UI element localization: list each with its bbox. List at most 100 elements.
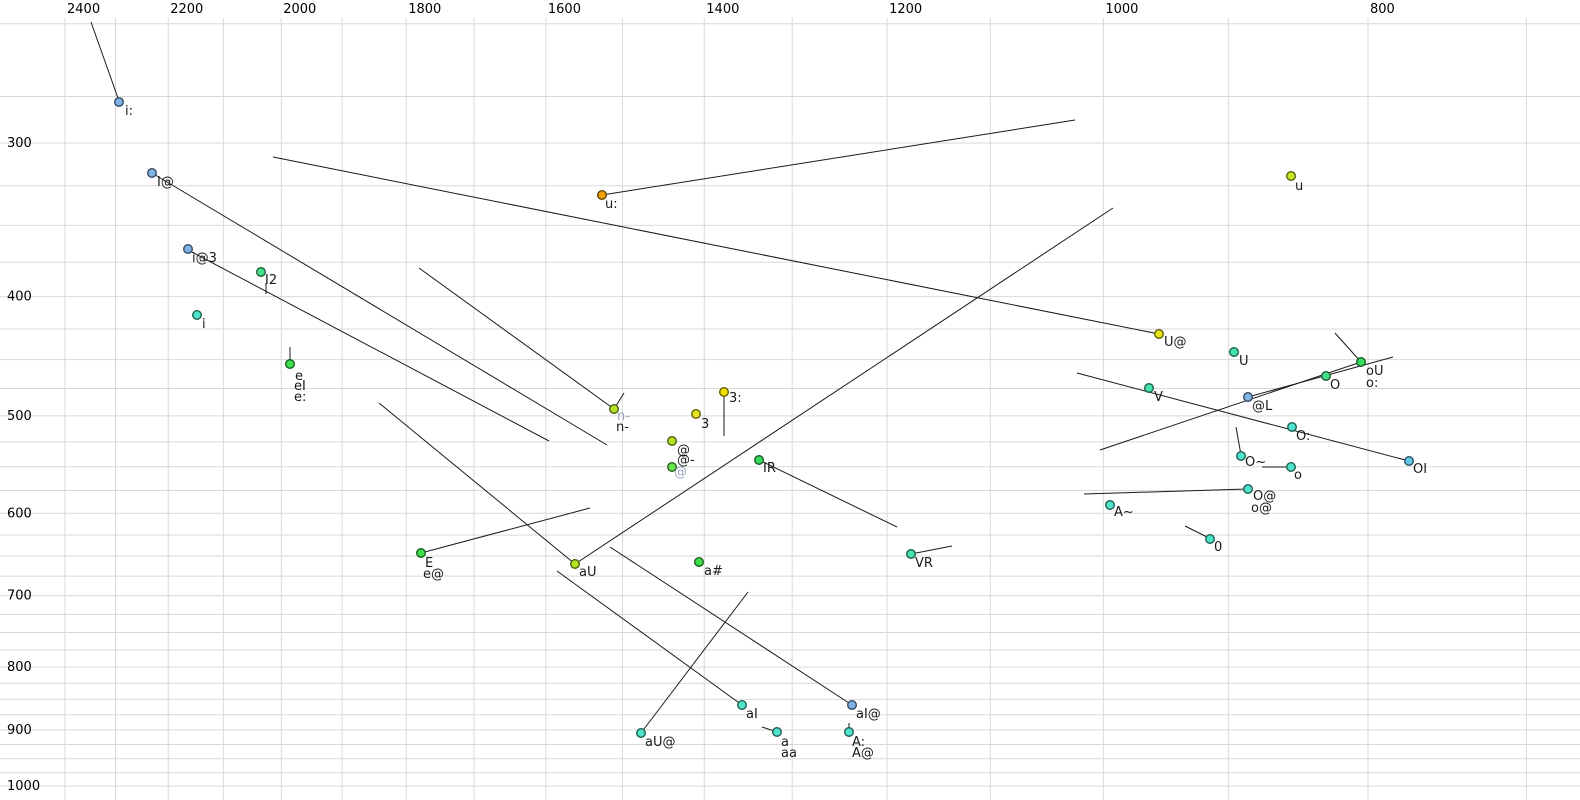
trajectory-line — [1247, 356, 1394, 398]
data-point-O@[interactable] — [1242, 484, 1253, 495]
data-point-a#[interactable] — [694, 557, 705, 568]
data-point-I2[interactable] — [256, 267, 267, 278]
point-label: V — [1154, 390, 1163, 405]
point-label: O~ — [1245, 455, 1266, 470]
point-label: e — [295, 369, 303, 384]
point-label-secondary: @ — [677, 443, 690, 458]
point-label-secondary: e: — [294, 390, 306, 405]
point-label: a# — [704, 564, 723, 579]
data-point-V[interactable] — [1143, 383, 1154, 394]
data-point-O~[interactable] — [1235, 451, 1246, 462]
trajectory-line — [187, 249, 550, 442]
trajectory-line — [1235, 426, 1242, 456]
data-point-aI[interactable] — [737, 700, 748, 711]
point-label: VR — [915, 556, 933, 571]
point-label: @- — [677, 453, 695, 468]
point-label: @ — [674, 465, 687, 480]
data-point-u[interactable] — [1285, 170, 1296, 181]
y-axis-tick-label: 400 — [7, 290, 32, 305]
point-label-secondary: n- — [617, 409, 630, 424]
point-label: U@ — [1164, 335, 1187, 350]
data-point-0[interactable] — [1204, 534, 1215, 545]
data-point-A~[interactable] — [1104, 500, 1115, 511]
point-label: 3 — [701, 417, 709, 432]
x-axis-tick-label: 1400 — [706, 2, 739, 17]
data-point-a[interactable] — [772, 727, 783, 738]
data-point-A:[interactable] — [844, 727, 855, 738]
trajectory-line — [910, 545, 953, 555]
point-label: A: — [852, 735, 865, 750]
data-point-@[interactable] — [667, 462, 678, 473]
point-label-secondary: o: — [1366, 376, 1378, 391]
x-axis-tick-label: 1800 — [408, 2, 441, 17]
data-point-U@[interactable] — [1153, 329, 1164, 340]
data-point-VR[interactable] — [906, 549, 917, 560]
trajectory-line — [420, 507, 591, 554]
point-label: u — [1295, 179, 1303, 194]
data-point-i@3[interactable] — [182, 243, 193, 254]
trajectory-line — [574, 207, 1114, 565]
data-point-IR[interactable] — [754, 455, 765, 466]
point-label: i@3 — [192, 251, 217, 266]
data-point-O[interactable] — [1320, 371, 1331, 382]
y-axis-tick-label: 900 — [7, 723, 32, 738]
x-axis-tick-label: 2000 — [283, 2, 316, 17]
point-label-secondary: eI — [294, 379, 306, 394]
data-point-3[interactable] — [691, 409, 702, 420]
trajectory-line — [601, 119, 1076, 196]
point-label-secondary: A@ — [852, 746, 874, 761]
trajectory-line — [378, 402, 576, 565]
y-axis-tick-label: 800 — [7, 660, 32, 675]
data-point-u:[interactable] — [597, 189, 608, 200]
x-axis-tick-label: 1600 — [548, 2, 581, 17]
data-point-oU[interactable] — [1355, 357, 1366, 368]
trajectory-line — [1083, 488, 1248, 495]
trajectory-line — [1099, 361, 1362, 451]
data-point-I@[interactable] — [146, 167, 157, 178]
trajectory-line — [640, 591, 749, 734]
point-label: oU — [1366, 364, 1383, 379]
data-point-OI[interactable] — [1403, 456, 1414, 467]
point-label: aU — [579, 565, 596, 580]
trajectory-line — [418, 267, 615, 410]
x-axis-tick-label: 1000 — [1105, 2, 1138, 17]
trajectory-line — [1184, 525, 1210, 539]
point-label: O@ — [1253, 489, 1276, 504]
point-label: i: — [125, 104, 133, 119]
data-point-i[interactable] — [191, 310, 202, 321]
data-point-@-[interactable] — [667, 436, 678, 447]
data-point-aI@[interactable] — [847, 700, 858, 711]
point-label: O: — [1296, 429, 1310, 444]
trajectory-line — [90, 21, 120, 102]
y-axis-tick-label: 500 — [7, 409, 32, 424]
point-label: aI — [746, 707, 758, 722]
point-label: O — [1330, 378, 1340, 393]
data-point-3:[interactable] — [719, 387, 730, 398]
point-label-secondary: aa — [781, 746, 797, 761]
y-axis-tick-label: 600 — [7, 506, 32, 521]
x-axis-tick-label: 2400 — [67, 2, 100, 17]
data-point-E[interactable] — [416, 548, 427, 559]
point-label: @L — [1252, 399, 1273, 414]
data-point-aU@[interactable] — [636, 728, 647, 739]
trajectory-line — [1334, 332, 1362, 363]
point-label: E — [425, 556, 433, 571]
data-point-@L[interactable] — [1242, 392, 1253, 403]
data-point-e[interactable] — [285, 359, 296, 370]
data-point-O:[interactable] — [1286, 422, 1297, 433]
trajectory-line — [609, 546, 853, 706]
point-label: 0 — [1214, 540, 1222, 555]
y-axis-tick-label: 700 — [7, 589, 32, 604]
y-axis-tick-label: 300 — [7, 136, 32, 151]
data-point-n-[interactable] — [609, 404, 620, 415]
point-label: U — [1239, 354, 1249, 369]
data-point-aU[interactable] — [570, 559, 581, 570]
point-label: a — [781, 735, 789, 750]
data-point-o[interactable] — [1285, 462, 1296, 473]
point-label: o — [1294, 468, 1302, 483]
data-point-U[interactable] — [1228, 347, 1239, 358]
data-point-i:[interactable] — [113, 96, 124, 107]
point-label: aI@ — [856, 707, 881, 722]
